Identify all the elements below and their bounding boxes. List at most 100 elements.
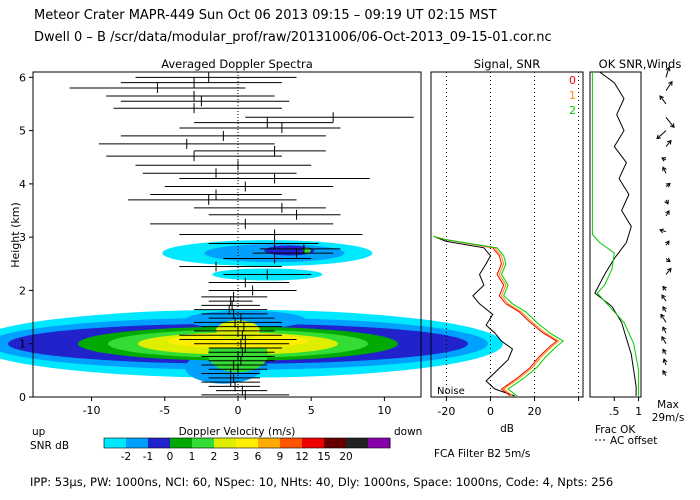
x-tick-label: 10 xyxy=(377,404,391,417)
wind-barb xyxy=(665,67,670,78)
wind-arrowhead xyxy=(656,134,661,140)
header-title: Meteor Crater MAPR-449 Sun Oct 06 2013 0… xyxy=(34,8,497,23)
snr-plot-frame xyxy=(430,71,584,398)
colorbar-tick-label: 0 xyxy=(167,451,174,463)
wind-arrowhead xyxy=(661,335,666,341)
snr-series-1 xyxy=(435,236,560,397)
y-tick-label: 3 xyxy=(19,231,26,244)
colorbar-tick-label: 3 xyxy=(233,451,240,463)
spectra-plot-frame xyxy=(32,71,422,398)
colorbar-swatch xyxy=(104,438,127,448)
colorbar-tick-label: 12 xyxy=(295,451,308,463)
y-tick-label: 4 xyxy=(19,178,26,191)
snr-xlabel: dB xyxy=(500,423,514,435)
wind-barb xyxy=(662,167,667,174)
ok-x-tick-label: .5 xyxy=(609,405,620,418)
wind-barb xyxy=(665,268,672,275)
wind-arrowhead xyxy=(662,358,668,364)
snr-x-tick-label: 20 xyxy=(528,405,542,418)
colorbar-tick-label: -2 xyxy=(121,451,131,463)
colorbar-swatch xyxy=(368,438,391,448)
noise-label: Noise xyxy=(437,386,465,397)
wind-barb xyxy=(665,140,672,147)
wind-arrowhead xyxy=(662,305,667,311)
wind-arrowhead xyxy=(662,166,667,172)
wind-barb xyxy=(660,314,667,323)
snr-series-signal xyxy=(435,236,515,397)
x-tick-label: -10 xyxy=(83,404,101,417)
x-tick-label: 5 xyxy=(308,404,315,417)
spectra-ylabel: Height (km) xyxy=(9,202,22,268)
wind-arrowhead xyxy=(665,66,671,72)
echo-layer xyxy=(185,310,306,329)
snr-title: Signal, SNR xyxy=(474,57,541,71)
wind-arrowhead xyxy=(664,199,669,205)
wind-arrowhead xyxy=(665,257,671,263)
wind-arrowhead xyxy=(668,80,673,86)
wind-barb xyxy=(661,294,667,302)
snr-x-tick-label: 0 xyxy=(487,405,494,418)
wind-max-label: Max xyxy=(657,399,679,411)
wind-max-value: 29m/s xyxy=(652,412,685,424)
colorbar-swatch xyxy=(324,438,347,448)
colorbar-swatch xyxy=(302,438,325,448)
filter-label: FCA Filter B2 5m/s xyxy=(434,448,531,460)
wind-arrowhead xyxy=(665,210,670,215)
y-tick-label: 2 xyxy=(19,284,26,297)
colorbar-swatch xyxy=(148,438,171,448)
wind-arrowhead xyxy=(661,294,666,300)
wind-arrowhead xyxy=(662,348,667,354)
colorbar-swatch xyxy=(170,438,193,448)
ok-xlabel: Frac OK xyxy=(595,424,636,436)
colorbar-label: SNR dB xyxy=(30,440,69,452)
wind-arrowhead xyxy=(659,228,665,234)
wind-arrowhead xyxy=(661,157,667,162)
footer-params: IPP: 53µs, PW: 1000ns, NCI: 60, NSpec: 1… xyxy=(30,475,614,489)
up-label: up xyxy=(32,426,46,438)
colorbar-swatch xyxy=(214,438,237,448)
spectra-title: Averaged Doppler Spectra xyxy=(161,57,313,71)
x-tick-label: -5 xyxy=(159,404,170,417)
ok-series-frac_ok xyxy=(594,71,637,396)
header-subtitle: Dwell 0 – B /scr/data/modular_prof/raw/2… xyxy=(34,30,552,45)
wind-arrowhead xyxy=(667,139,672,145)
colorbar-swatch xyxy=(126,438,149,448)
snr-x-tick-label: -20 xyxy=(437,405,455,418)
colorbar-swatch xyxy=(346,438,369,448)
ok-series-snr_ok xyxy=(591,72,640,396)
colorbar-swatch xyxy=(258,438,281,448)
colorbar-swatch xyxy=(192,438,215,448)
colorbar-tick-label: -1 xyxy=(143,451,153,463)
wind-barb xyxy=(662,326,667,334)
snr-series-2 xyxy=(433,235,565,397)
y-tick-label: 0 xyxy=(19,391,26,404)
colorbar-tick-label: 2 xyxy=(211,451,218,463)
y-tick-label: 1 xyxy=(19,338,26,351)
spectra-xlabel: Doppler Velocity (m/s) xyxy=(179,426,296,438)
wind-arrowhead xyxy=(667,267,672,273)
wind-arrowhead xyxy=(662,285,667,291)
wind-barb xyxy=(665,116,675,128)
colorbar-tick-label: 6 xyxy=(255,451,262,463)
wind-barb xyxy=(659,95,667,105)
wind-barb xyxy=(663,358,667,366)
snr-series-0 xyxy=(435,236,558,397)
colorbar-tick-label: 9 xyxy=(277,451,284,463)
snr-legend-1: 1 xyxy=(569,89,576,102)
wind-arrowhead xyxy=(662,326,667,332)
snr-legend-0: 0 xyxy=(569,74,576,87)
snr-legend-2: 2 xyxy=(569,104,576,117)
wind-barb xyxy=(661,336,667,344)
ok-plot-frame xyxy=(589,71,642,398)
colorbar-tick-label: 20 xyxy=(339,451,352,463)
ok-x-tick-label: 1 xyxy=(635,405,642,418)
colorbar-tick-label: 15 xyxy=(317,451,330,463)
wind-arrowhead xyxy=(670,123,675,129)
ac-offset-label: AC offset xyxy=(610,435,657,447)
wind-barb xyxy=(665,81,673,91)
wind-barb xyxy=(659,229,667,233)
wind-arrowhead xyxy=(662,369,667,375)
wind-arrowhead xyxy=(660,313,665,319)
